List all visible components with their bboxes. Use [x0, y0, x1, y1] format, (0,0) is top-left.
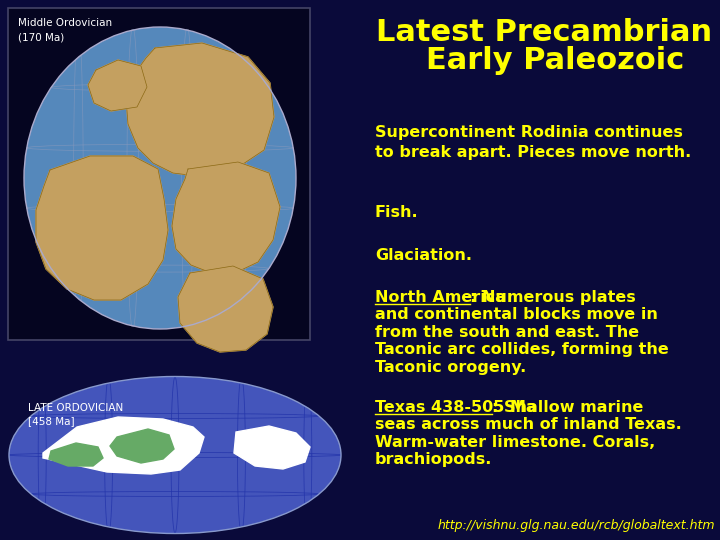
Text: North America: North America [375, 290, 506, 305]
Text: brachiopods.: brachiopods. [375, 453, 492, 468]
Text: Taconic arc collides, forming the: Taconic arc collides, forming the [375, 342, 669, 357]
Polygon shape [49, 443, 103, 466]
Text: (170 Ma): (170 Ma) [18, 32, 64, 42]
Text: and continental blocks move in: and continental blocks move in [375, 307, 658, 322]
Text: Warm-water limestone. Corals,: Warm-water limestone. Corals, [375, 435, 655, 450]
Polygon shape [88, 60, 147, 111]
Text: [458 Ma]: [458 Ma] [28, 416, 75, 426]
Text: Taconic orogeny.: Taconic orogeny. [375, 360, 526, 375]
Polygon shape [43, 417, 204, 474]
Text: Latest Precambrian /: Latest Precambrian / [376, 18, 720, 47]
Text: Middle Ordovician: Middle Ordovician [18, 18, 112, 28]
Ellipse shape [24, 27, 296, 329]
Bar [8, 8, 310, 340]
Ellipse shape [9, 376, 341, 534]
Text: Fish.: Fish. [375, 205, 418, 220]
Text: from the south and east. The: from the south and east. The [375, 325, 639, 340]
Text: : Shallow marine: : Shallow marine [492, 400, 643, 415]
Polygon shape [126, 43, 274, 176]
Text: LATE ORDOVICIAN: LATE ORDOVICIAN [28, 403, 123, 413]
Text: Supercontinent Rodinia continues
to break apart. Pieces move north.: Supercontinent Rodinia continues to brea… [375, 125, 691, 160]
Text: Texas 438-505 Ma: Texas 438-505 Ma [375, 400, 536, 415]
Polygon shape [110, 429, 174, 463]
Text: Glaciation.: Glaciation. [375, 248, 472, 263]
Polygon shape [234, 426, 310, 469]
Text: : Numerous plates: : Numerous plates [470, 290, 636, 305]
Text: http://vishnu.glg.nau.edu/rcb/globaltext.htm: http://vishnu.glg.nau.edu/rcb/globaltext… [438, 519, 715, 532]
Polygon shape [172, 162, 280, 274]
Text: Early Paleozoic: Early Paleozoic [426, 46, 684, 75]
Polygon shape [36, 156, 168, 300]
Text: seas across much of inland Texas.: seas across much of inland Texas. [375, 417, 682, 433]
Polygon shape [178, 266, 273, 352]
